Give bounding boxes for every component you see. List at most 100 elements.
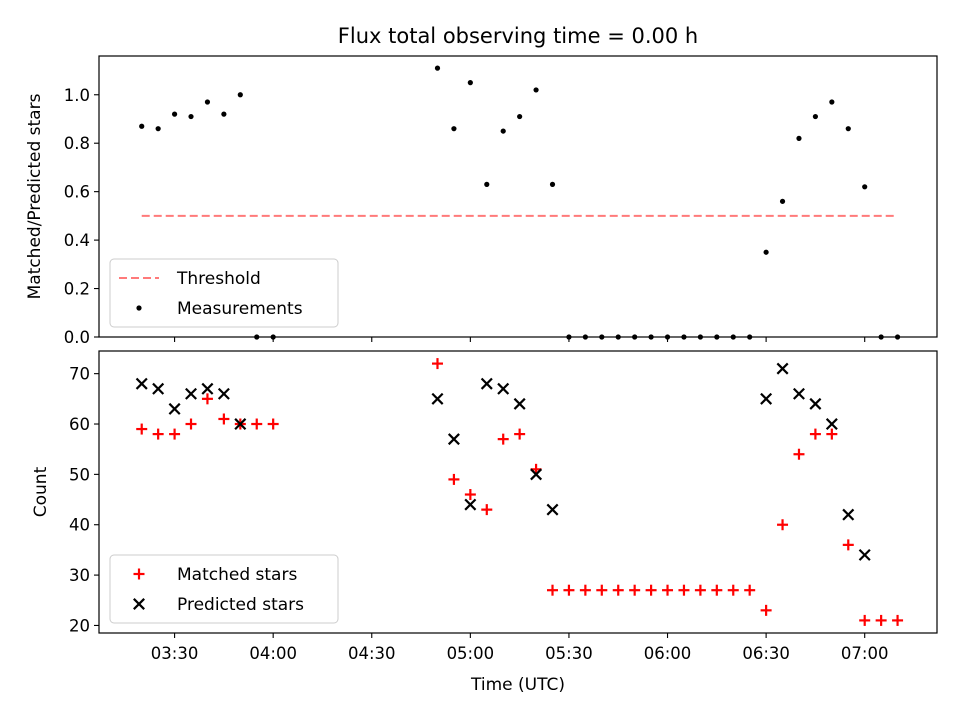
data-point-b bbox=[152, 382, 165, 395]
data-point-b bbox=[809, 397, 822, 410]
x-tick-label: 06:30 bbox=[742, 644, 790, 663]
data-point bbox=[563, 584, 575, 596]
data-point-b bbox=[168, 402, 181, 415]
data-point bbox=[497, 433, 509, 445]
data-point bbox=[777, 519, 789, 531]
y-tick-label: 0.2 bbox=[64, 280, 90, 299]
data-point bbox=[612, 584, 624, 596]
data-point bbox=[842, 508, 855, 521]
data-point-b bbox=[201, 382, 214, 395]
data-point bbox=[792, 387, 805, 400]
legend-swatch bbox=[133, 568, 145, 580]
data-point bbox=[763, 249, 769, 255]
data-point bbox=[859, 614, 871, 626]
data-point bbox=[168, 402, 181, 415]
data-point bbox=[188, 113, 194, 120]
legend: Threshold Measurements bbox=[109, 258, 339, 328]
data-point bbox=[201, 382, 214, 395]
data-point bbox=[135, 377, 148, 390]
legend-swatch-b bbox=[133, 598, 145, 610]
series-matched-stars bbox=[136, 358, 904, 626]
y-tick-label: 20 bbox=[69, 616, 90, 635]
data-point-b bbox=[431, 392, 444, 405]
y-tick-label: 0.8 bbox=[64, 134, 90, 153]
y-tick-label: 70 bbox=[69, 365, 90, 384]
data-point-b bbox=[513, 397, 526, 410]
y-tick-label: 50 bbox=[69, 465, 90, 484]
data-point bbox=[234, 418, 247, 430]
x-tick-label: 05:00 bbox=[447, 644, 495, 663]
data-point bbox=[549, 181, 556, 187]
data-point-b bbox=[135, 377, 148, 390]
data-point bbox=[204, 99, 211, 105]
data-point bbox=[152, 428, 164, 440]
data-point bbox=[793, 448, 805, 460]
data-point bbox=[152, 382, 165, 395]
data-point bbox=[517, 113, 523, 120]
data-point-b bbox=[480, 377, 493, 390]
data-point bbox=[760, 392, 773, 405]
y-tick-label: 40 bbox=[69, 516, 90, 535]
x-tick-label: 06:00 bbox=[644, 644, 692, 663]
legend-box bbox=[109, 554, 339, 624]
x-tick-label: 07:00 bbox=[841, 644, 889, 663]
data-point bbox=[171, 111, 178, 117]
data-point bbox=[464, 498, 477, 511]
y-tick-label: 0.6 bbox=[64, 183, 90, 202]
data-point bbox=[812, 113, 819, 120]
data-point bbox=[662, 584, 674, 596]
chart-title: Flux total observing time = 0.00 h bbox=[338, 24, 698, 48]
y-tick-label: 30 bbox=[69, 566, 90, 585]
data-point bbox=[500, 128, 506, 134]
data-point bbox=[201, 393, 213, 405]
series-predicted-stars bbox=[135, 362, 871, 561]
data-point bbox=[434, 65, 441, 71]
data-point bbox=[579, 584, 591, 596]
data-point bbox=[711, 584, 723, 596]
data-point bbox=[776, 362, 789, 375]
y-tick-label: 1.0 bbox=[64, 86, 90, 105]
data-point bbox=[678, 584, 690, 596]
data-point-b bbox=[546, 503, 559, 516]
data-point bbox=[481, 504, 493, 516]
data-point-b bbox=[760, 392, 773, 405]
legend-swatch bbox=[136, 305, 142, 311]
data-point-b bbox=[530, 468, 543, 481]
data-point bbox=[136, 423, 148, 435]
data-point bbox=[431, 392, 444, 405]
y-tick-label: 60 bbox=[69, 415, 90, 434]
data-point bbox=[596, 584, 608, 596]
data-point bbox=[809, 397, 822, 410]
data-point bbox=[694, 584, 706, 596]
data-point bbox=[464, 489, 476, 501]
data-point bbox=[826, 428, 838, 440]
data-point bbox=[169, 428, 181, 440]
data-point bbox=[825, 418, 838, 430]
data-point bbox=[547, 584, 559, 596]
legend-swatch bbox=[133, 598, 145, 610]
data-point bbox=[796, 135, 802, 141]
x-tick-label: 05:30 bbox=[545, 644, 593, 663]
panel-1: 0.0 0.2 0.4 0.6 0.8 1.0 Matched/Predicted star… bbox=[25, 55, 938, 347]
data-point bbox=[484, 181, 490, 187]
data-point bbox=[513, 397, 526, 410]
data-point bbox=[744, 584, 756, 596]
data-point bbox=[431, 358, 443, 370]
data-point bbox=[448, 473, 460, 485]
legend-label: Predicted stars bbox=[177, 595, 304, 615]
data-point bbox=[858, 548, 871, 561]
data-point-b bbox=[858, 548, 871, 561]
data-point bbox=[875, 614, 887, 626]
data-point-b bbox=[842, 508, 855, 521]
data-point bbox=[251, 418, 263, 430]
legend-label: Measurements bbox=[177, 299, 303, 319]
legend: Matched stars Predicted stars bbox=[109, 554, 339, 624]
data-point bbox=[155, 126, 161, 132]
data-point bbox=[645, 584, 657, 596]
data-point bbox=[185, 418, 197, 430]
data-point-b bbox=[185, 387, 197, 400]
data-point bbox=[760, 604, 772, 616]
data-point bbox=[217, 387, 230, 400]
